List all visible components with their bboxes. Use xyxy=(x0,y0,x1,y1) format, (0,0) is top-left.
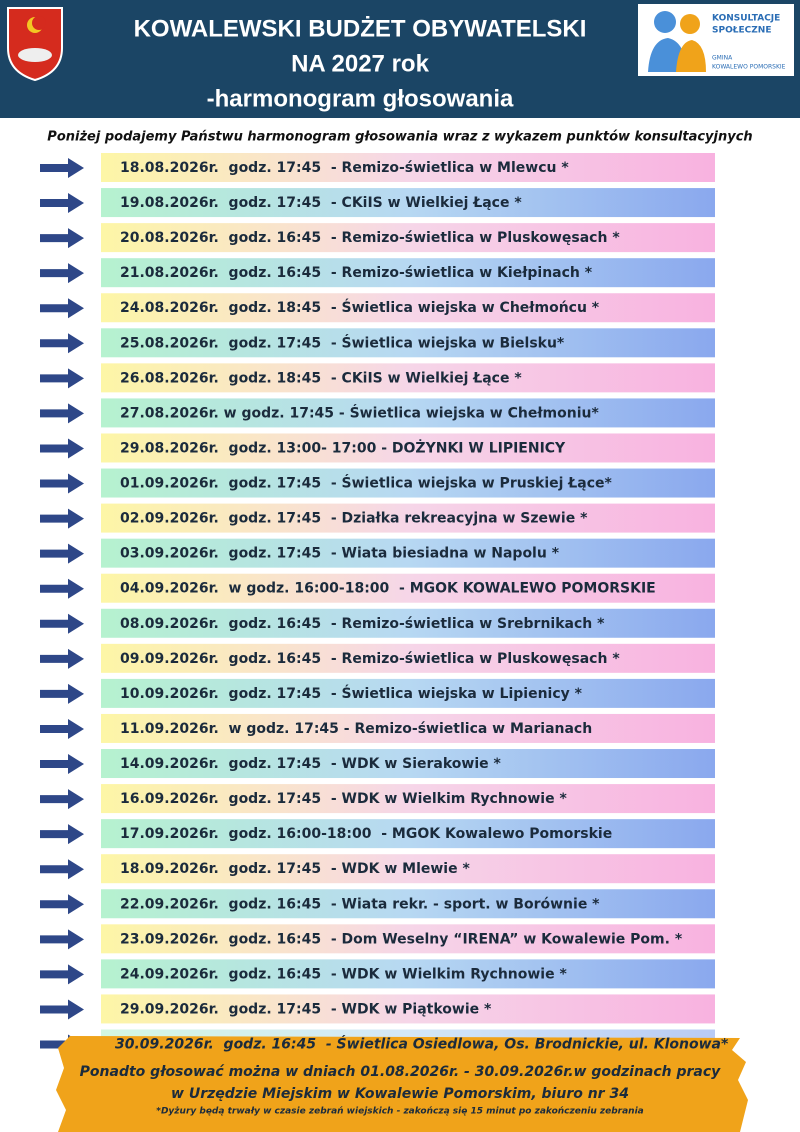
row-text: 11.09.2026r. w godz. 17:45 - Remizo-świe… xyxy=(120,721,592,737)
row-text: 24.09.2026r. godz. 16:45 - WDK w Wielkim… xyxy=(120,966,567,982)
row-bar xyxy=(101,713,715,743)
row-text: 08.09.2026r. godz. 16:45 - Remizo-świetl… xyxy=(120,616,605,632)
logo-text: KOWALEWO POMORSKIE xyxy=(712,64,786,71)
row-text: 02.09.2026r. godz. 17:45 - Działka rekre… xyxy=(120,511,588,527)
coat-of-arms xyxy=(7,7,63,82)
row-text: 18.09.2026r. godz. 17:45 - WDK w Mlewie … xyxy=(120,861,470,877)
row-bar xyxy=(101,433,715,463)
row-bar xyxy=(101,188,715,218)
arrow xyxy=(40,964,84,985)
row-text: 23.09.2026r. godz. 16:45 - Dom Weselny “… xyxy=(120,931,683,947)
row-text: 21.08.2026r. godz. 16:45 - Remizo-świetl… xyxy=(120,265,593,281)
arrow xyxy=(40,789,84,810)
row-bar xyxy=(101,959,715,989)
row-bar xyxy=(101,293,715,323)
arrow xyxy=(40,754,84,775)
arrow xyxy=(40,999,84,1020)
row-text: 14.09.2026r. godz. 17:45 - WDK w Sierako… xyxy=(120,756,502,772)
row-bar xyxy=(101,749,715,779)
arrow xyxy=(40,298,84,319)
arrow xyxy=(40,613,84,634)
logo-text: SPOŁECZNE xyxy=(712,26,771,36)
row-bar xyxy=(101,223,715,253)
arrow xyxy=(40,368,84,389)
row-text: 30.09.2026r. godz. 16:45 - Świetlica Osi… xyxy=(115,1035,729,1053)
row-text: 22.09.2026r. godz. 16:45 - Wiata rekr. -… xyxy=(120,896,600,912)
row-bar xyxy=(101,608,715,638)
subtitle: Poniżej podajemy Państwu harmonogram gło… xyxy=(47,130,752,145)
row-bar xyxy=(101,678,715,708)
arrow xyxy=(40,683,84,704)
footer-line: w Urzędzie Miejskim w Kowalewie Pomorski… xyxy=(171,1086,629,1102)
arrow xyxy=(40,403,84,424)
arrow xyxy=(40,508,84,529)
footer-line: Ponadto głosować można w dniach 01.08.20… xyxy=(80,1064,722,1080)
title-line: KOWALEWSKI BUDŻET OBYWATELSKI xyxy=(134,15,587,42)
arrow xyxy=(40,859,84,880)
row-text: 16.09.2026r. godz. 17:45 - WDK w Wielkim… xyxy=(120,791,567,807)
row-text: 09.09.2026r. godz. 16:45 - Remizo-świetl… xyxy=(120,651,620,667)
row-text: 04.09.2026r. w godz. 16:00-18:00 - MGOK … xyxy=(120,581,656,597)
arrow xyxy=(40,824,84,845)
row-text: 29.08.2026r. godz. 13:00- 17:00 - DOŻYNK… xyxy=(120,439,566,456)
row-bar xyxy=(101,468,715,498)
logo-text: GMINA xyxy=(712,55,733,62)
schedule: 18.08.2026r. godz. 17:45 - Remizo-świetl… xyxy=(40,153,715,1059)
title-line: NA 2027 rok xyxy=(291,50,430,77)
arrow xyxy=(40,578,84,599)
arrow xyxy=(40,333,84,354)
row-bar xyxy=(101,573,715,603)
row-text: 18.08.2026r. godz. 17:45 - Remizo-świetl… xyxy=(120,160,569,176)
arrow xyxy=(40,543,84,564)
row-bar xyxy=(101,784,715,814)
row-text: 20.08.2026r. godz. 16:45 - Remizo-świetl… xyxy=(120,230,620,246)
logo: KONSULTACJE SPOŁECZNE GMINA KOWALEWO POM… xyxy=(638,4,794,76)
arrow xyxy=(40,228,84,249)
logo-text: KONSULTACJE xyxy=(712,14,780,24)
arrow xyxy=(40,718,84,739)
row-text: 03.09.2026r. godz. 17:45 - Wiata biesiad… xyxy=(120,546,560,562)
arrow xyxy=(40,648,84,669)
row-text: 24.08.2026r. godz. 18:45 - Świetlica wie… xyxy=(120,298,600,316)
arrow xyxy=(40,473,84,494)
row-bar xyxy=(101,889,715,919)
row-bar xyxy=(101,538,715,568)
row-text: 17.09.2026r. godz. 16:00-18:00 - MGOK Ko… xyxy=(120,826,612,842)
row-text: 01.09.2026r. godz. 17:45 - Świetlica wie… xyxy=(120,474,613,492)
row-bar xyxy=(101,328,715,358)
row-bar xyxy=(101,924,715,954)
row-bar xyxy=(101,258,715,288)
row-bar xyxy=(101,854,715,884)
row-bar xyxy=(101,643,715,673)
arrow xyxy=(40,193,84,214)
row-text: 27.08.2026r. w godz. 17:45 - Świetlica w… xyxy=(120,403,599,421)
arrow xyxy=(40,263,84,284)
arrow xyxy=(40,438,84,459)
arrow xyxy=(40,894,84,915)
arrow xyxy=(40,929,84,950)
row-text: 25.08.2026r. godz. 17:45 - Świetlica wie… xyxy=(120,333,565,351)
footer-note: *Dyżury będą trwały w czasie zebrań wiej… xyxy=(156,1107,644,1117)
row-bar xyxy=(101,398,715,428)
row-bar xyxy=(101,503,715,533)
row-text: 19.08.2026r. godz. 17:45 - CKiIS w Wielk… xyxy=(120,195,522,211)
row-bar xyxy=(101,819,715,849)
title-line: -harmonogram głosowania xyxy=(207,85,514,112)
row-bar xyxy=(101,363,715,393)
row-bar xyxy=(101,153,715,182)
arrow xyxy=(40,158,84,178)
row-text: 29.09.2026r. godz. 17:45 - WDK w Piątkow… xyxy=(120,1001,492,1017)
footer-band xyxy=(56,1036,748,1132)
row-text: 26.08.2026r. godz. 18:45 - CKiIS w Wielk… xyxy=(120,370,522,386)
row-bar xyxy=(101,994,715,1024)
row-text: 10.09.2026r. godz. 17:45 - Świetlica wie… xyxy=(120,684,583,702)
